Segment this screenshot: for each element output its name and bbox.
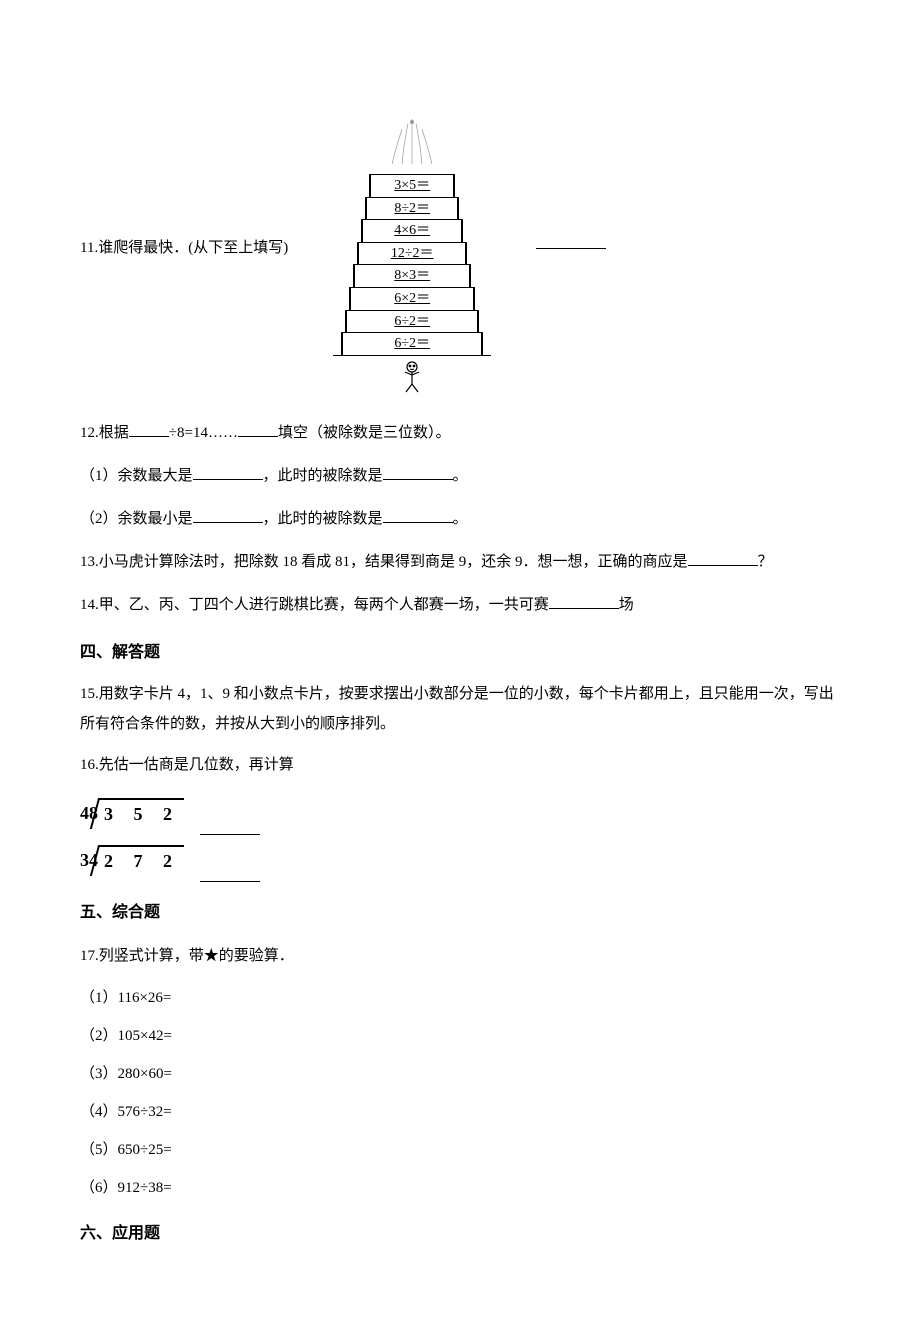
q13-b: ？: [758, 554, 773, 570]
q12-sub1-blank1[interactable]: [193, 465, 263, 480]
q12-sub1-c: 。: [453, 468, 468, 484]
question-13: 13.小马虎计算除法时，把除数 18 看成 81，结果得到商是 9，还余 9．想…: [80, 546, 840, 579]
ladder-rung: 8÷2＝: [365, 197, 459, 220]
ladder-rung: 6×2＝: [349, 287, 475, 310]
longdiv-2-blank[interactable]: [200, 865, 260, 882]
q12-main-b: ÷8=14……: [169, 425, 238, 441]
q12-sub2-b: ，此时的被除数是: [263, 511, 383, 527]
ladder-bottom-figure: [333, 360, 491, 397]
longdiv-1-dividend: 3 5 2: [100, 798, 184, 829]
q17-subitem: （6）912÷38=: [80, 1173, 840, 1203]
ladder-top-decoration: [333, 100, 491, 170]
q17-subitem: （3）280×60=: [80, 1059, 840, 1089]
question-12: 12.根据 ÷8=14…… 填空（被除数是三位数）。: [80, 417, 840, 450]
question-15: 15.用数字卡片 4，1、9 和小数点卡片，按要求摆出小数部分是一位的小数，每个…: [80, 679, 840, 739]
section-5-header: 五、综合题: [80, 900, 840, 926]
ladder-base: [333, 355, 491, 356]
section-4-header: 四、解答题: [80, 640, 840, 666]
q17-subitem: （5）650÷25=: [80, 1135, 840, 1165]
q12-sub2: （2）余数最小是 ，此时的被除数是 。: [80, 503, 840, 536]
q11-answer-blank[interactable]: [536, 248, 606, 249]
q17-subitem: （4）576÷32=: [80, 1097, 840, 1127]
q17-subitem: （2）105×42=: [80, 1021, 840, 1051]
question-14: 14.甲、乙、丙、丁四个人进行跳棋比赛，每两个人都赛一场，一共可赛 场: [80, 589, 840, 622]
q14-a: 14.甲、乙、丙、丁四个人进行跳棋比赛，每两个人都赛一场，一共可赛: [80, 597, 549, 613]
question-16: 16.先估一估商是几位数，再计算: [80, 749, 840, 782]
q12-sub1-b: ，此时的被除数是: [263, 468, 383, 484]
q12-sub2-blank2[interactable]: [383, 508, 453, 523]
ladder-rung: 4×6＝: [361, 219, 463, 242]
q12-blank-1[interactable]: [129, 422, 169, 437]
ladder-rung: 3×5＝: [369, 174, 455, 197]
q12-blank-2[interactable]: [238, 422, 278, 437]
q12-sub1-a: （1）余数最大是: [80, 468, 193, 484]
q11-text: 11.谁爬得最快．(从下至上填写): [80, 236, 288, 260]
q12-sub2-a: （2）余数最小是: [80, 511, 193, 527]
q17-items: （1）116×26= （2）105×42= （3）280×60= （4）576÷32=…: [80, 983, 840, 1203]
longdiv-1-blank[interactable]: [200, 819, 260, 836]
q14-blank[interactable]: [549, 594, 619, 609]
q12-sub2-blank1[interactable]: [193, 508, 263, 523]
ladder: 3×5＝8÷2＝4×6＝12÷2＝8×3＝6×2＝6÷2＝6÷2＝: [333, 174, 491, 356]
question-11: 11.谁爬得最快．(从下至上填写) 3×5＝8÷2＝4×6＝12÷2＝8×3＝6…: [80, 100, 840, 397]
q13-blank[interactable]: [688, 551, 758, 566]
ladder-rung: 8×3＝: [353, 264, 471, 287]
q12-main-a: 12.根据: [80, 425, 129, 441]
q12-sub2-c: 。: [453, 511, 468, 527]
ladder-rung: 6÷2＝: [345, 310, 479, 333]
q12-main-c: 填空（被除数是三位数）。: [278, 425, 451, 441]
longdiv-2-dividend: 2 7 2: [100, 845, 184, 876]
question-17-intro: 17.列竖式计算，带★的要验算．: [80, 940, 840, 973]
q12-sub1: （1）余数最大是 ，此时的被除数是 。: [80, 460, 840, 493]
q12-sub1-blank2[interactable]: [383, 465, 453, 480]
section-6-header: 六、应用题: [80, 1221, 840, 1247]
ladder-rung: 12÷2＝: [357, 242, 467, 265]
q11-ladder-figure: 3×5＝8÷2＝4×6＝12÷2＝8×3＝6×2＝6÷2＝6÷2＝: [333, 100, 491, 397]
longdiv-1: 483 5 2: [80, 792, 840, 835]
longdiv-2: 342 7 2: [80, 839, 840, 882]
q13-a: 13.小马虎计算除法时，把除数 18 看成 81，结果得到商是 9，还余 9．想…: [80, 554, 688, 570]
q14-b: 场: [619, 597, 634, 613]
ladder-rung: 6÷2＝: [341, 332, 483, 355]
q17-subitem: （1）116×26=: [80, 983, 840, 1013]
